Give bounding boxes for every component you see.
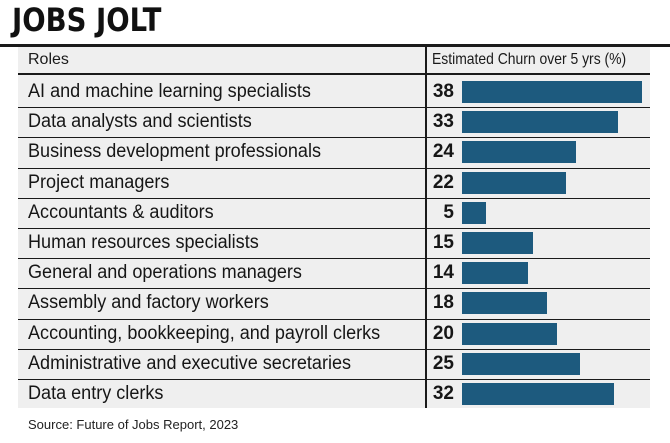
role-label: AI and machine learning specialists xyxy=(28,81,311,102)
churn-value-label: 25 xyxy=(432,352,454,374)
churn-column-header: Estimated Churn over 5 yrs (%) xyxy=(432,51,627,68)
row-rule xyxy=(18,348,650,350)
role-label: Human resources specialists xyxy=(28,232,259,253)
role-label: Project managers xyxy=(28,171,170,193)
row-rule xyxy=(18,137,650,139)
row-rule xyxy=(18,197,650,199)
churn-value-label: 20 xyxy=(432,322,454,344)
role-label: Accountants & auditors xyxy=(28,201,214,223)
churn-bar xyxy=(462,81,642,103)
role-label: Business development professionals xyxy=(28,141,321,163)
churn-bar xyxy=(462,171,567,194)
churn-bar xyxy=(462,262,529,285)
row-rule xyxy=(18,167,650,169)
churn-value-label: 32 xyxy=(432,383,454,404)
row-rule xyxy=(18,318,650,320)
churn-bar xyxy=(462,292,548,315)
chart-title-banner: JOBS JOLT xyxy=(0,0,670,44)
row-rule xyxy=(18,379,650,380)
row-rule xyxy=(18,107,650,109)
role-label: Data analysts and scientists xyxy=(28,111,252,133)
chart-title: JOBS JOLT xyxy=(12,1,162,39)
churn-value-label: 38 xyxy=(432,81,454,102)
role-label: Assembly and factory workers xyxy=(28,292,269,314)
role-label: Accounting, bookkeeping, and payroll cle… xyxy=(28,322,381,344)
churn-value-label: 14 xyxy=(432,262,454,284)
column-divider xyxy=(425,47,427,408)
row-rule xyxy=(18,228,650,229)
header-rule xyxy=(18,73,650,75)
churn-value-label: 18 xyxy=(432,292,454,314)
churn-bar xyxy=(462,201,486,224)
churn-value-label: 24 xyxy=(432,141,454,163)
churn-bar xyxy=(462,383,614,405)
churn-bar xyxy=(462,352,581,375)
churn-value-label: 15 xyxy=(432,232,454,253)
churn-value-label: 5 xyxy=(443,201,454,223)
roles-column-header: Roles xyxy=(28,51,69,68)
row-rule xyxy=(18,288,650,290)
role-label: Administrative and executive secretaries xyxy=(28,352,352,374)
churn-bar xyxy=(462,141,576,164)
source-note: Source: Future of Jobs Report, 2023 xyxy=(28,417,239,432)
churn-bar xyxy=(462,111,619,134)
churn-bar xyxy=(462,232,534,254)
row-rule xyxy=(18,258,650,260)
role-label: General and operations managers xyxy=(28,262,302,284)
role-label: Data entry clerks xyxy=(28,383,164,404)
churn-value-label: 22 xyxy=(432,171,454,193)
churn-value-label: 33 xyxy=(432,111,454,133)
churn-table: Roles Estimated Churn over 5 yrs (%) AI … xyxy=(18,47,650,408)
churn-bar xyxy=(462,322,557,345)
title-rule xyxy=(0,44,670,47)
